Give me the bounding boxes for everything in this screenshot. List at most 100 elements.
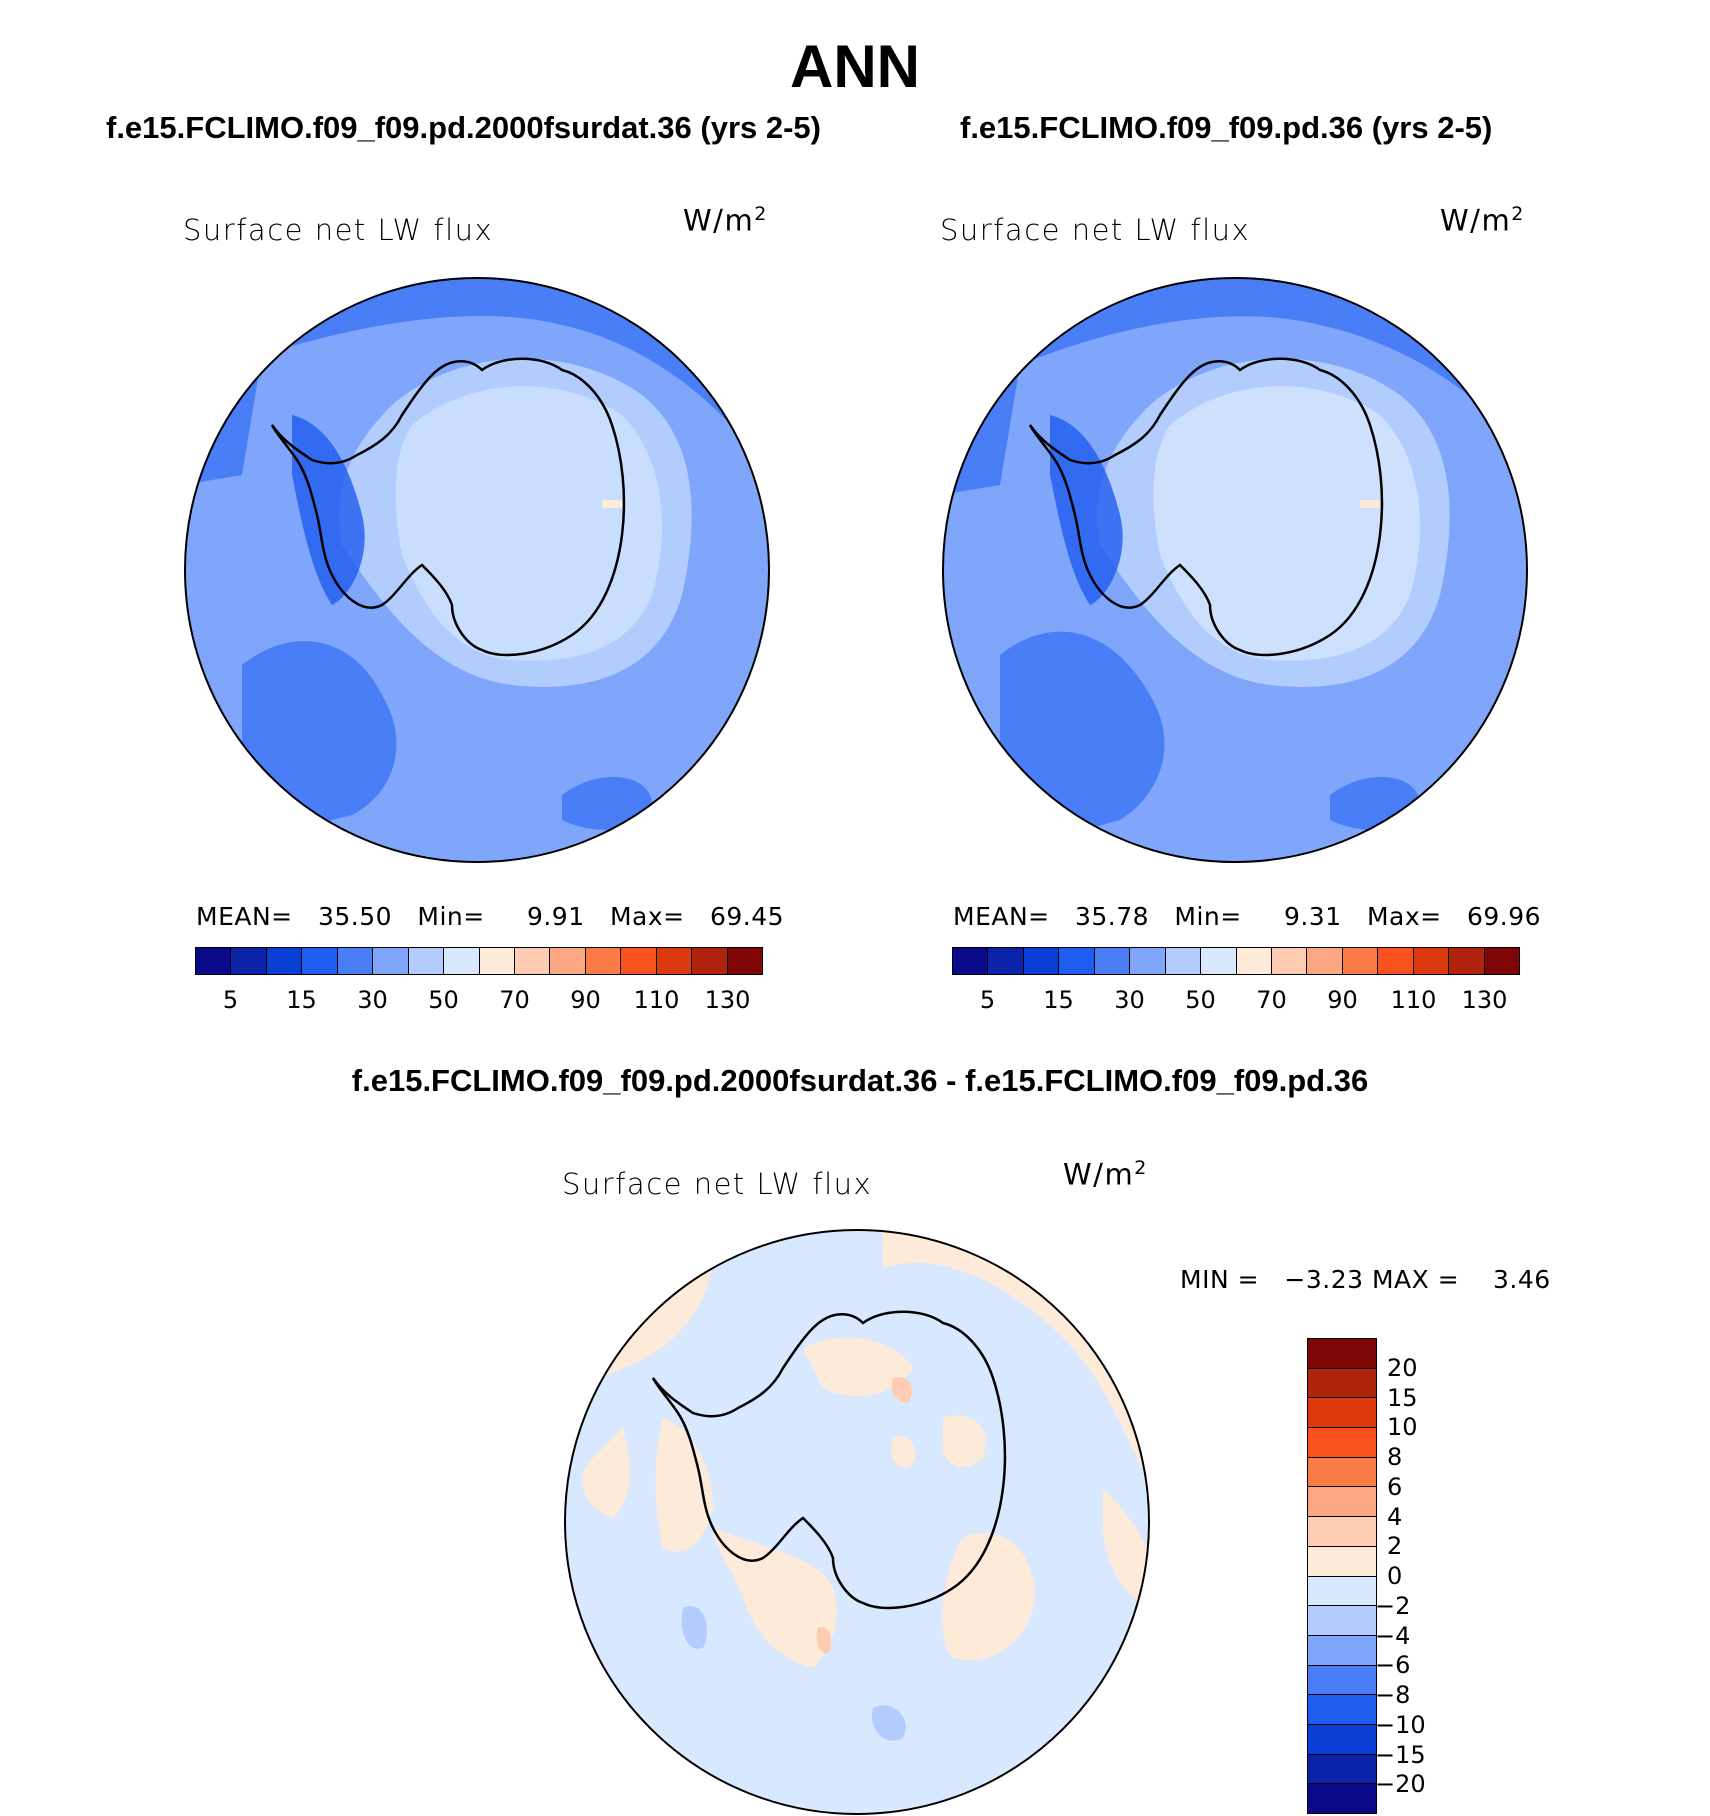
panel2-colorbar <box>952 947 1520 975</box>
colorbar-swatch <box>988 948 1024 974</box>
colorbar-swatch <box>1308 1724 1376 1755</box>
colorbar-swatch <box>1308 1487 1376 1518</box>
colorbar-tick-label: 130 <box>704 986 751 1014</box>
colorbar-tick-label: 30 <box>357 986 388 1014</box>
colorbar-tick-label: 15 <box>1387 1383 1418 1412</box>
panel1-units-label: W/m2 <box>683 203 768 238</box>
colorbar-swatch <box>1308 1339 1376 1369</box>
panel2-units-label: W/m2 <box>1440 203 1525 238</box>
colorbar-tick-label: 6 <box>1387 1472 1403 1501</box>
colorbar-tick-label: 15 <box>1043 986 1074 1014</box>
colorbar-swatch <box>479 948 515 974</box>
panel2-run-title: f.e15.FCLIMO.f09_f09.pd.36 (yrs 2-5) <box>960 110 1493 145</box>
colorbar-swatch <box>1308 1784 1376 1813</box>
colorbar-swatch <box>444 948 480 974</box>
colorbar-swatch <box>337 948 374 974</box>
diff-map <box>564 1229 1150 1815</box>
diff-minmax: MIN = −3.23 MAX = 3.46 <box>1180 1265 1551 1294</box>
diff-colorbar <box>1307 1338 1377 1814</box>
colorbar-swatch <box>656 948 693 974</box>
colorbar-swatch <box>727 948 762 974</box>
colorbar-swatch <box>550 948 586 974</box>
colorbar-tick-label: 130 <box>1461 986 1508 1014</box>
colorbar-tick-label: −6 <box>1375 1651 1411 1680</box>
panel1-colorbar-ticks: 5 15 30 50 70 90 110 130 <box>195 986 763 1016</box>
colorbar-swatch <box>621 948 657 974</box>
colorbar-swatch <box>1308 1457 1376 1488</box>
colorbar-tick-label: 5 <box>979 986 996 1014</box>
diff-variable-label: Surface net LW flux <box>562 1167 873 1201</box>
colorbar-swatch <box>408 948 445 974</box>
panel2-colorbar-ticks: 5 15 30 50 70 90 110 130 <box>952 986 1520 1016</box>
colorbar-tick-label: 0 <box>1387 1562 1403 1590</box>
colorbar-swatch <box>231 948 267 974</box>
colorbar-swatch <box>692 948 728 974</box>
colorbar-tick-label: 2 <box>1387 1532 1403 1561</box>
colorbar-swatch <box>1308 1635 1376 1666</box>
colorbar-tick-label: 70 <box>499 986 530 1014</box>
colorbar-tick-label: 10 <box>1387 1413 1418 1442</box>
panel1-variable-label: Surface net LW flux <box>183 213 494 247</box>
colorbar-tick-label: 50 <box>428 986 459 1014</box>
colorbar-swatch <box>1308 1695 1376 1725</box>
colorbar-swatch <box>1308 1368 1376 1399</box>
colorbar-swatch <box>1201 948 1237 974</box>
colorbar-swatch <box>585 948 622 974</box>
panel2-map <box>942 277 1528 863</box>
colorbar-swatch <box>953 948 989 974</box>
colorbar-swatch <box>302 948 338 974</box>
colorbar-swatch <box>373 948 409 974</box>
panel1-map <box>184 277 770 863</box>
colorbar-swatch <box>1378 948 1414 974</box>
diff-colorbar-ticks: 20 15 10 8 6 4 2 0 −2 −4 −6 −8 −10 −15 −20 <box>1375 1338 1487 1814</box>
colorbar-swatch <box>1271 948 1308 974</box>
colorbar-tick-label: 15 <box>286 986 317 1014</box>
colorbar-swatch <box>1236 948 1272 974</box>
colorbar-tick-label: −2 <box>1375 1591 1411 1620</box>
colorbar-tick-label: 110 <box>1390 986 1437 1014</box>
colorbar-swatch <box>1308 1665 1376 1696</box>
colorbar-tick-label: 20 <box>1387 1353 1418 1382</box>
colorbar-tick-label: 110 <box>633 986 680 1014</box>
main-title: ANN <box>790 33 920 100</box>
colorbar-tick-label: 90 <box>570 986 601 1014</box>
colorbar-tick-label: 5 <box>222 986 239 1014</box>
panel1-colorbar <box>195 947 763 975</box>
panel1-run-title: f.e15.FCLIMO.f09_f09.pd.2000fsurdat.36 (… <box>106 110 821 145</box>
colorbar-tick-label: −10 <box>1375 1710 1426 1739</box>
diff-units-label: W/m2 <box>1063 1157 1148 1192</box>
panel1-stats: MEAN= 35.50 Min= 9.91 Max= 69.45 <box>196 902 785 931</box>
colorbar-swatch <box>1308 1754 1376 1785</box>
colorbar-swatch <box>1023 948 1060 974</box>
colorbar-swatch <box>1059 948 1095 974</box>
colorbar-swatch <box>196 948 232 974</box>
colorbar-tick-label: 4 <box>1387 1502 1403 1531</box>
colorbar-tick-label: −8 <box>1375 1681 1411 1709</box>
colorbar-swatch <box>1307 948 1343 974</box>
diff-title: f.e15.FCLIMO.f09_f09.pd.2000fsurdat.36 -… <box>351 1063 1369 1098</box>
colorbar-swatch <box>1413 948 1450 974</box>
colorbar-swatch <box>1308 1398 1376 1429</box>
panel2-stats: MEAN= 35.78 Min= 9.31 Max= 69.96 <box>953 902 1542 931</box>
colorbar-swatch <box>1165 948 1202 974</box>
colorbar-tick-label: 30 <box>1114 986 1145 1014</box>
colorbar-tick-label: 70 <box>1256 986 1287 1014</box>
colorbar-swatch <box>1342 948 1379 974</box>
colorbar-swatch <box>1130 948 1166 974</box>
colorbar-tick-label: 50 <box>1185 986 1216 1014</box>
colorbar-swatch <box>1484 948 1519 974</box>
colorbar-tick-label: −15 <box>1375 1740 1426 1769</box>
colorbar-swatch <box>1308 1428 1376 1458</box>
colorbar-swatch <box>1094 948 1131 974</box>
colorbar-swatch <box>1308 1576 1376 1607</box>
colorbar-tick-label: 8 <box>1387 1443 1403 1471</box>
colorbar-tick-label: −20 <box>1375 1770 1426 1799</box>
colorbar-swatch <box>1308 1606 1376 1636</box>
colorbar-swatch <box>1449 948 1485 974</box>
colorbar-swatch <box>1308 1546 1376 1577</box>
colorbar-tick-label: 90 <box>1327 986 1358 1014</box>
colorbar-swatch <box>514 948 551 974</box>
colorbar-tick-label: −4 <box>1375 1621 1411 1650</box>
colorbar-swatch <box>1308 1517 1376 1547</box>
colorbar-swatch <box>266 948 303 974</box>
